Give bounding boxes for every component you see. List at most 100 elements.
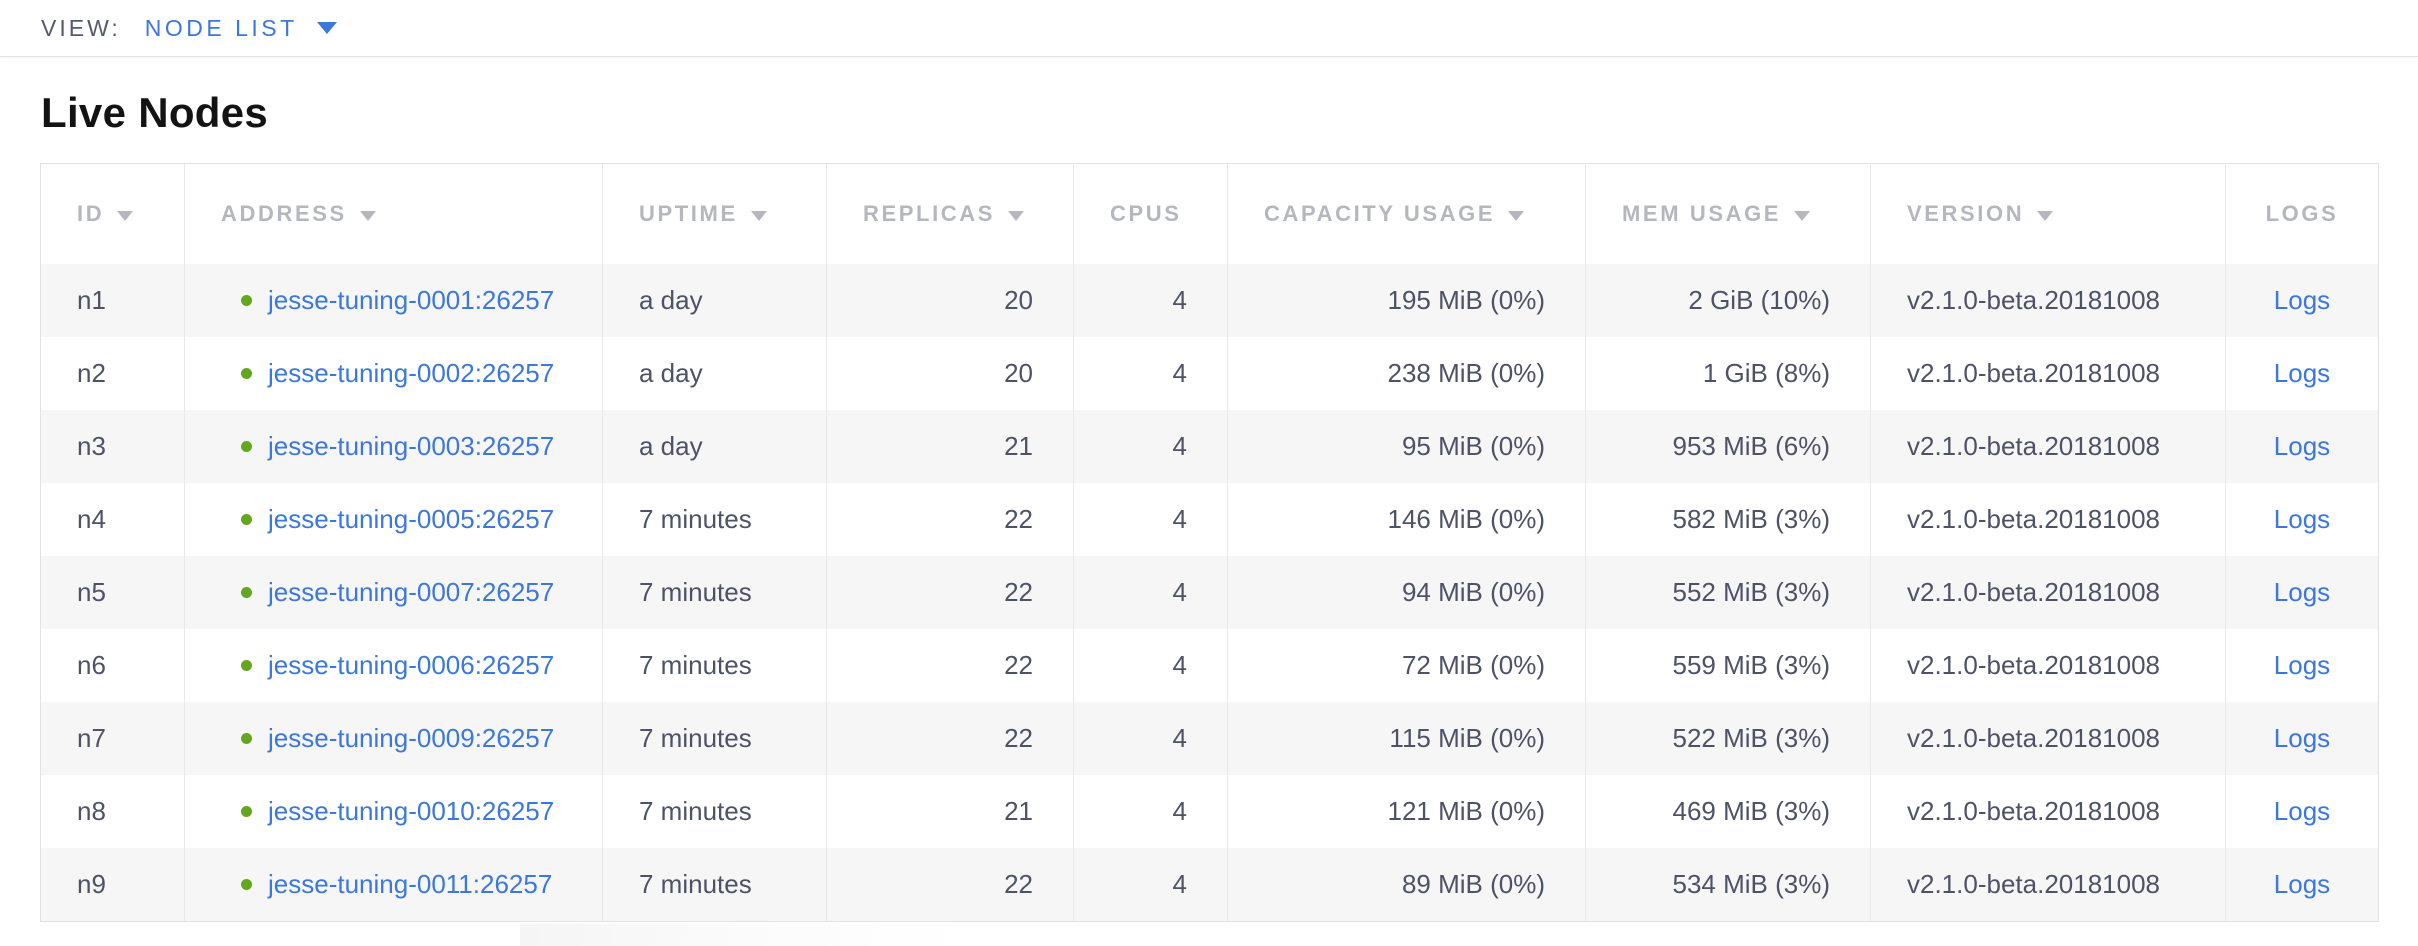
live-status-dot <box>241 805 252 817</box>
cell-replicas: 21 <box>826 775 1073 848</box>
view-selector-bar: VIEW: NODE LIST <box>0 0 2418 57</box>
node-address-link[interactable]: jesse-tuning-0007:26257 <box>268 577 555 607</box>
cell-replicas: 20 <box>826 264 1073 337</box>
cell-id: n4 <box>77 504 106 534</box>
node-row-n8: n8 jesse-tuning-0010:26257 7 minutes 21 4 121… <box>41 775 2378 848</box>
column-header-cpus: CPUS <box>1073 164 1227 264</box>
cell-logs: Logs <box>2225 629 2378 702</box>
column-header-uptime[interactable]: UPTIME <box>602 164 826 264</box>
cell-capacity_usage: 238 MiB (0%) <box>1227 337 1585 410</box>
node-logs-link[interactable]: Logs <box>2273 723 2331 753</box>
cell-capacity_usage: 115 MiB (0%) <box>1227 702 1585 775</box>
cell-address: jesse-tuning-0007:26257 <box>184 556 602 629</box>
cell-mem_usage: 559 MiB (3%) <box>1585 629 1870 702</box>
cell-logs: Logs <box>2225 702 2378 775</box>
cell-address: jesse-tuning-0010:26257 <box>184 775 602 848</box>
cell-uptime: 7 minutes <box>602 702 826 775</box>
column-header-version[interactable]: VERSION <box>1870 164 2225 264</box>
cell-address: jesse-tuning-0011:26257 <box>184 848 602 921</box>
node-address-link[interactable]: jesse-tuning-0006:26257 <box>268 650 555 680</box>
sort-desc-icon <box>1508 211 1525 221</box>
cell-id: n6 <box>77 650 106 680</box>
sort-desc-icon <box>1794 211 1811 221</box>
cell-mem_usage: 469 MiB (3%) <box>1585 775 1870 848</box>
sort-desc-icon <box>117 211 134 221</box>
cell-version: v2.1.0-beta.20181008 <box>1870 848 2225 921</box>
view-selected-value: NODE LIST <box>144 14 298 41</box>
cell-cpus: 4 <box>1073 556 1227 629</box>
node-address-link[interactable]: jesse-tuning-0001:26257 <box>268 285 555 315</box>
column-header-logs: LOGS <box>2225 164 2378 264</box>
node-address-link[interactable]: jesse-tuning-0009:26257 <box>268 723 555 753</box>
node-logs-link[interactable]: Logs <box>2273 650 2331 680</box>
live-status-dot <box>241 586 252 598</box>
column-header-replicas[interactable]: REPLICAS <box>826 164 1073 264</box>
cell-uptime: a day <box>602 410 826 483</box>
node-row-n4: n4 jesse-tuning-0005:26257 7 minutes 22 4 146… <box>41 483 2378 556</box>
cell-id: n1 <box>77 285 106 315</box>
cell-version: v2.1.0-beta.20181008 <box>1870 337 2225 410</box>
cell-uptime: 7 minutes <box>602 483 826 556</box>
node-row-n3: n3 jesse-tuning-0003:26257 a day 21 4 95 MiB … <box>41 410 2378 483</box>
node-logs-link[interactable]: Logs <box>2273 577 2331 607</box>
cell-mem_usage: 1 GiB (8%) <box>1585 337 1870 410</box>
node-address-link[interactable]: jesse-tuning-0003:26257 <box>268 431 555 461</box>
cell-cpus: 4 <box>1073 775 1227 848</box>
column-header-label: ADDRESS <box>221 201 347 226</box>
cell-id: n2 <box>77 358 106 388</box>
node-row-n9: n9 jesse-tuning-0011:26257 7 minutes 22 4 89 … <box>41 848 2378 921</box>
node-row-n1: n1 jesse-tuning-0001:26257 a day 20 4 195 MiB… <box>41 264 2378 337</box>
node-address-link[interactable]: jesse-tuning-0011:26257 <box>268 869 553 899</box>
cell-replicas: 22 <box>826 702 1073 775</box>
cell-uptime: 7 minutes <box>602 848 826 921</box>
node-address-link[interactable]: jesse-tuning-0005:26257 <box>268 504 555 534</box>
node-logs-link[interactable]: Logs <box>2273 796 2331 826</box>
cell-capacity_usage: 95 MiB (0%) <box>1227 410 1585 483</box>
cell-uptime: 7 minutes <box>602 556 826 629</box>
cell-id: n5 <box>77 577 106 607</box>
cell-capacity_usage: 121 MiB (0%) <box>1227 775 1585 848</box>
column-header-id[interactable]: ID <box>41 164 184 264</box>
cell-version: v2.1.0-beta.20181008 <box>1870 264 2225 337</box>
live-status-dot <box>241 367 252 379</box>
cell-address: jesse-tuning-0001:26257 <box>184 264 602 337</box>
cell-version: v2.1.0-beta.20181008 <box>1870 410 2225 483</box>
node-logs-link[interactable]: Logs <box>2273 285 2331 315</box>
cell-cpus: 4 <box>1073 410 1227 483</box>
node-address-link[interactable]: jesse-tuning-0010:26257 <box>268 796 555 826</box>
cell-logs: Logs <box>2225 556 2378 629</box>
cell-version: v2.1.0-beta.20181008 <box>1870 483 2225 556</box>
column-header-label: REPLICAS <box>863 201 996 226</box>
cell-capacity_usage: 146 MiB (0%) <box>1227 483 1585 556</box>
cell-id: n9 <box>77 869 106 899</box>
node-logs-link[interactable]: Logs <box>2273 504 2331 534</box>
sort-desc-icon <box>2037 211 2054 221</box>
view-selector-dropdown[interactable]: NODE LIST <box>145 15 337 42</box>
node-logs-link[interactable]: Logs <box>2273 869 2331 899</box>
column-header-address[interactable]: ADDRESS <box>184 164 602 264</box>
cell-capacity_usage: 89 MiB (0%) <box>1227 848 1585 921</box>
node-logs-link[interactable]: Logs <box>2273 358 2331 388</box>
cell-cpus: 4 <box>1073 337 1227 410</box>
column-header-capacity_usage[interactable]: CAPACITY USAGE <box>1227 164 1585 264</box>
column-header-label: MEM USAGE <box>1622 201 1782 226</box>
cell-address: jesse-tuning-0002:26257 <box>184 337 602 410</box>
table-header-row: ID ADDRESS UPTIME REPLICAS CPUS CAPACITY USAG… <box>41 164 2378 264</box>
cell-address: jesse-tuning-0006:26257 <box>184 629 602 702</box>
cell-mem_usage: 534 MiB (3%) <box>1585 848 1870 921</box>
cell-cpus: 4 <box>1073 483 1227 556</box>
column-header-label: VERSION <box>1907 201 2025 226</box>
sort-desc-icon <box>750 211 767 221</box>
cell-version: v2.1.0-beta.20181008 <box>1870 775 2225 848</box>
node-address-link[interactable]: jesse-tuning-0002:26257 <box>268 358 555 388</box>
cell-logs: Logs <box>2225 848 2378 921</box>
node-logs-link[interactable]: Logs <box>2273 431 2331 461</box>
cell-replicas: 20 <box>826 337 1073 410</box>
page-title: Live Nodes <box>41 89 269 136</box>
cell-uptime: a day <box>602 337 826 410</box>
column-header-mem_usage[interactable]: MEM USAGE <box>1585 164 1870 264</box>
cell-version: v2.1.0-beta.20181008 <box>1870 556 2225 629</box>
cell-logs: Logs <box>2225 337 2378 410</box>
cell-version: v2.1.0-beta.20181008 <box>1870 629 2225 702</box>
cell-logs: Logs <box>2225 264 2378 337</box>
